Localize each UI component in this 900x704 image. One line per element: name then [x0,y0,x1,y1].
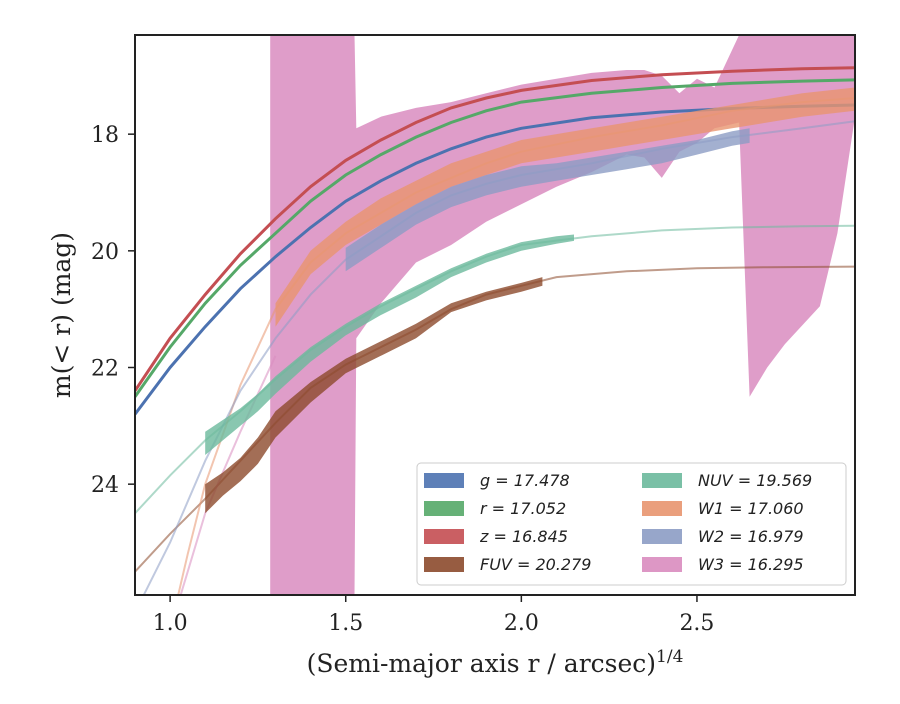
legend-label-r: r = 17.052 [480,499,566,518]
y-axis-label: m(< r) (mag) [47,232,76,398]
x-tick-label: 2.0 [504,611,539,636]
series-band-w1 [275,87,855,327]
lines-layer [135,66,855,595]
series-band-w3 [270,35,855,595]
y-tick-label: 18 [91,123,119,148]
legend-frame [416,462,847,586]
x-axis-label: (Semi-major axis r / arcsec)1/4 [307,647,684,678]
x-tick-label: 2.5 [679,611,714,636]
y-tick-label: 24 [91,473,119,498]
series-line-r [135,78,855,398]
legend-swatch-w3 [642,557,682,572]
bands-layer [270,35,855,595]
legend-swatch-w2 [642,529,682,544]
legend: g = 17.478 r = 17.052 z = 16.845 FUV = 20.2… [416,462,847,586]
x-tick-label: 1.0 [153,611,188,636]
legend-swatch-nuv [642,473,682,488]
series-line-g [135,103,855,416]
legend-label-w1: W1 = 17.060 [698,499,804,518]
legend-label-z: z = 16.845 [479,527,568,546]
legend-label-nuv: NUV = 19.569 [698,471,812,490]
legend-swatch-z [424,529,464,544]
legend-swatch-r [424,501,464,516]
x-tick-label: 1.5 [328,611,363,636]
legend-swatch-fuv [424,557,464,572]
y-axis: 18 20 22 24 [91,123,135,498]
series-band-w2 [345,128,750,272]
legend-label-g: g = 17.478 [480,471,570,490]
legend-swatch-w1 [642,501,682,516]
legend-label-w2: W2 = 16.979 [698,527,804,546]
legend-swatch-g [424,473,464,488]
series-line-z [135,66,855,392]
legend-label-w3: W3 = 16.295 [698,555,804,574]
y-tick-label: 20 [91,240,119,265]
x-axis: 1.0 1.5 2.0 2.5 [153,595,714,636]
legend-label-fuv: FUV = 20.279 [480,555,591,574]
y-tick-label: 22 [91,357,119,382]
plot-frame [134,34,856,596]
